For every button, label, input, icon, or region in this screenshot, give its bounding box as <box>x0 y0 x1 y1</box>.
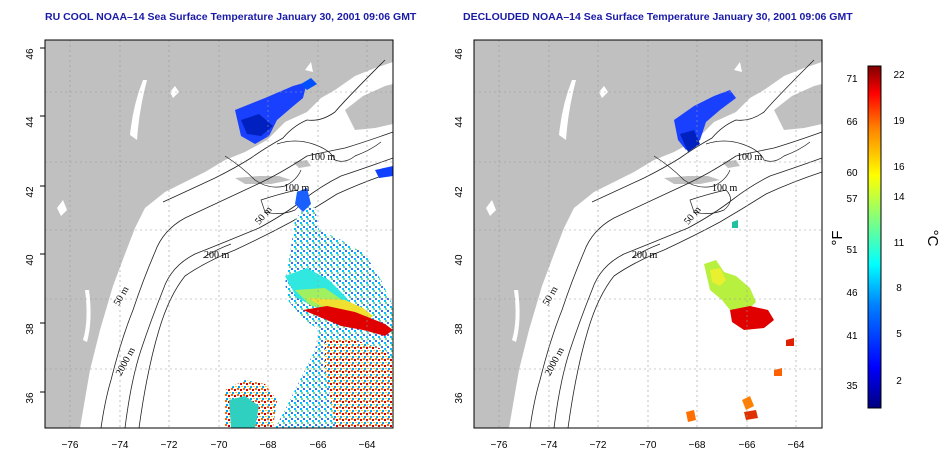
fahrenheit-tick: 35 <box>846 381 858 392</box>
right-lon-axis: −76 −74 −72 −70 −68 −66 −64 <box>491 440 805 451</box>
sst-data-left <box>225 78 393 428</box>
lon-tick: −76 <box>491 440 508 451</box>
left-panel-title: RU COOL NOAA–14 Sea Surface Temperature … <box>45 11 417 23</box>
lat-tick: 46 <box>454 48 465 60</box>
lat-tick: 40 <box>454 254 465 266</box>
sst-data-right <box>674 90 794 422</box>
celsius-tick: 5 <box>896 329 902 340</box>
lat-tick: 46 <box>25 48 36 60</box>
lon-tick: −64 <box>788 440 805 451</box>
lat-tick: 44 <box>25 116 36 128</box>
celsius-tick: 2 <box>896 376 902 387</box>
lon-tick: −72 <box>161 440 178 451</box>
contour-label: 200 m <box>204 250 230 261</box>
lon-tick: −66 <box>310 440 327 451</box>
contour-label: 100 m <box>284 183 310 194</box>
left-lon-axis: −76 −74 −72 −70 −68 −66 −64 <box>62 440 376 451</box>
celsius-tick: 16 <box>893 162 905 173</box>
contour-label: 100 m <box>310 152 336 163</box>
fahrenheit-tick: 66 <box>846 117 858 128</box>
lon-tick: −64 <box>359 440 376 451</box>
temperature-colorbar: 71 66 60 57 51 46 41 35 22 19 16 14 11 8… <box>829 65 941 409</box>
right-panel-title: DECLOUDED NOAA–14 Sea Surface Temperatur… <box>463 11 853 23</box>
fahrenheit-tick: 46 <box>846 288 858 299</box>
celsius-tick: 22 <box>893 70 905 81</box>
celsius-tick: 19 <box>893 116 905 127</box>
lat-tick: 38 <box>454 323 465 335</box>
lat-tick: 40 <box>25 254 36 266</box>
contour-label: 100 m <box>737 152 763 163</box>
contour-label: 200 m <box>632 250 658 261</box>
lon-tick: −70 <box>211 440 228 451</box>
right-lat-axis: 36 38 40 42 44 46 <box>454 48 465 404</box>
celsius-tick: 11 <box>894 238 905 249</box>
lat-tick: 38 <box>25 323 36 335</box>
celsius-label: °C <box>924 230 941 247</box>
fahrenheit-label: °F <box>829 230 846 245</box>
lon-tick: −68 <box>260 440 277 451</box>
fahrenheit-tick: 71 <box>846 74 858 85</box>
fahrenheit-ticks: 71 66 60 57 51 46 41 35 <box>846 74 858 392</box>
lon-tick: −74 <box>541 440 558 451</box>
lon-tick: −76 <box>62 440 79 451</box>
fahrenheit-tick: 51 <box>846 245 858 256</box>
fahrenheit-tick: 41 <box>846 331 858 342</box>
right-map-panel <box>473 39 823 429</box>
lon-tick: −68 <box>689 440 706 451</box>
celsius-tick: 14 <box>893 192 905 203</box>
celsius-ticks: 22 19 16 14 11 8 5 2 <box>893 70 905 387</box>
lon-tick: −70 <box>640 440 657 451</box>
lat-tick: 36 <box>454 392 465 404</box>
colorbar-gradient <box>867 65 882 409</box>
fahrenheit-tick: 60 <box>846 168 858 179</box>
lon-tick: −74 <box>112 440 129 451</box>
lat-tick: 42 <box>454 186 465 198</box>
left-lat-axis: 36 38 40 42 44 46 <box>25 47 45 404</box>
fahrenheit-tick: 57 <box>846 194 858 205</box>
lon-tick: −72 <box>590 440 607 451</box>
left-map-panel <box>44 39 394 429</box>
contour-label: 100 m <box>712 183 738 194</box>
lon-tick: −66 <box>739 440 756 451</box>
celsius-tick: 8 <box>896 283 902 294</box>
lat-tick: 42 <box>25 186 36 198</box>
lat-tick: 36 <box>25 392 36 404</box>
lat-tick: 44 <box>454 116 465 128</box>
